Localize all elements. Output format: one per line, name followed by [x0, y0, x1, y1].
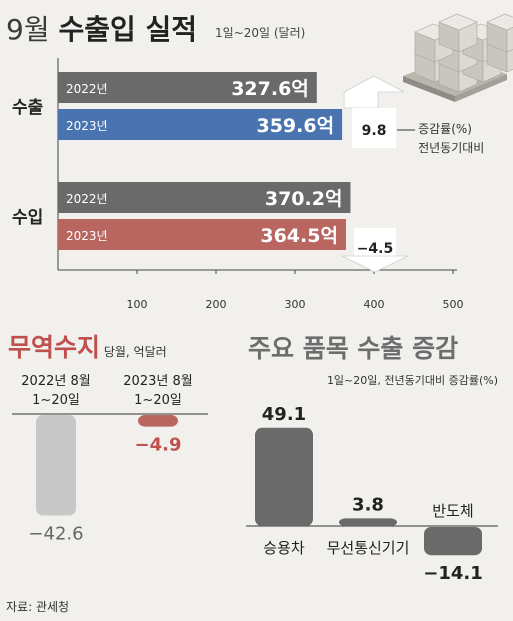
item-value-label: −14.1 — [423, 563, 483, 584]
trade-balance-category-label: 1~20일 — [134, 393, 182, 408]
trade-balance-value-label: −42.6 — [28, 524, 83, 545]
bar-series-label: 2022년 — [66, 192, 108, 206]
decrease-arrow-icon — [353, 228, 396, 258]
x-tick-label: 200 — [206, 298, 227, 311]
decrease-arrow-icon — [341, 255, 409, 273]
change-rate-label: 증감률(%) — [418, 122, 472, 136]
items-title: 주요 품목 수출 증감 — [248, 334, 458, 363]
trade-balance-category-label: 2022년 8월 — [21, 374, 90, 389]
bar-value-label: 327.6억 — [231, 78, 309, 100]
item-value-label: 3.8 — [352, 494, 384, 515]
source-note: 자료: 관세청 — [6, 600, 69, 614]
bar-series-label: 2022년 — [66, 82, 108, 96]
bar-series-label: 2023년 — [66, 229, 108, 243]
x-tick-label: 400 — [364, 298, 385, 311]
group-label: 수출 — [12, 98, 44, 118]
items-subtitle: 1일~20일, 전년동기대비 증감률(%) — [327, 373, 498, 387]
increase-arrow-icon — [352, 108, 397, 148]
bar-value-label: 364.5억 — [260, 225, 338, 247]
change-value-export: 9.8 — [362, 123, 387, 139]
boxes-illustration — [403, 13, 513, 102]
trade-balance-heading: 무역수지 당월, 억달러 — [8, 333, 167, 362]
title-main: 수출입 실적 — [58, 13, 197, 46]
title-note: 1일~20일 (달러) — [215, 26, 305, 40]
trade-balance-category-label: 2023년 8월 — [123, 374, 192, 389]
item-category-label: 승용차 — [263, 539, 305, 557]
x-tick-label: 300 — [285, 298, 306, 311]
x-tick-label: 100 — [127, 298, 148, 311]
title-month: 9월 — [6, 13, 58, 46]
trade-balance-category-label: 1~20일 — [32, 393, 80, 408]
group-label: 수입 — [12, 208, 43, 228]
bar-value-label: 370.2억 — [265, 188, 343, 210]
item-bar — [255, 427, 313, 526]
page-title: 9월 수출입 실적 — [6, 13, 197, 46]
trade-balance-subtitle: 당월, 억달러 — [100, 345, 167, 359]
change-rate-label: 전년동기대비 — [418, 141, 484, 155]
item-category-label: 반도체 — [432, 502, 473, 520]
box-icon — [506, 27, 513, 53]
pallet-side-icon — [403, 76, 455, 102]
item-bar — [339, 518, 397, 526]
item-value-label: 49.1 — [262, 404, 306, 425]
box-icon — [486, 13, 513, 31]
bar — [58, 109, 343, 140]
box-icon — [438, 13, 478, 31]
pallet-side-icon — [455, 74, 507, 102]
trade-balance-bar — [36, 415, 76, 516]
bar-value-label: 359.6억 — [256, 115, 334, 137]
box-icon — [506, 47, 513, 73]
change-value-import: −4.5 — [357, 241, 394, 257]
bar — [58, 182, 351, 213]
bar — [58, 72, 317, 103]
bar — [58, 219, 346, 250]
x-tick-label: 500 — [443, 298, 464, 311]
trade-balance-value-label: −4.9 — [135, 435, 182, 456]
item-category-label: 무선통신기기 — [327, 539, 410, 557]
trade-balance-bar — [138, 415, 178, 427]
item-bar — [424, 527, 482, 556]
bar-series-label: 2023년 — [66, 119, 108, 133]
increase-arrow-icon — [343, 75, 405, 109]
trade-balance-title: 무역수지 — [8, 333, 100, 362]
